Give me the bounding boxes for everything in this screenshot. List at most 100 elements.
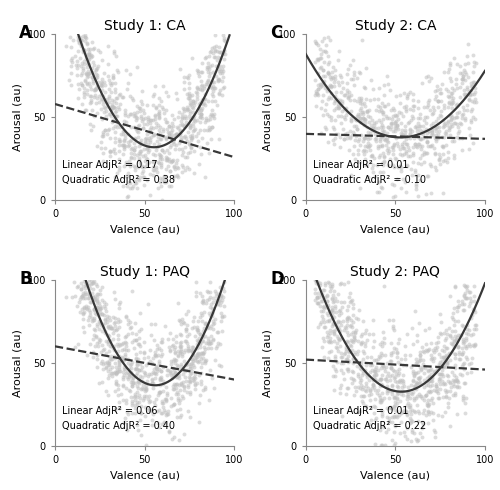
Point [334,318,342,326]
Point [112,52,120,60]
Point [104,331,112,339]
Point [111,79,119,87]
Point [354,135,362,143]
Point [393,378,401,386]
Point [85,313,93,321]
Point [98,341,106,349]
Point [106,147,114,155]
Point [376,391,384,399]
Point [128,401,136,409]
Point [94,46,102,53]
Point [148,376,156,384]
Point [162,118,170,126]
Point [432,137,440,145]
Point [400,361,407,369]
Point [438,157,446,165]
Point [122,415,130,422]
Point [153,362,161,369]
Point [429,357,437,365]
Point [182,118,190,126]
Point [204,76,212,84]
Point [197,150,205,158]
Point [149,157,157,165]
Point [467,359,475,367]
Point [209,88,217,96]
Point [466,86,474,94]
Point [358,108,366,116]
Point [344,337,351,345]
Point [340,350,347,358]
Point [360,355,368,363]
Point [88,279,96,287]
Point [109,147,117,155]
Title: Study 2: PAQ: Study 2: PAQ [350,265,440,279]
Point [220,47,228,54]
Point [442,85,450,93]
Point [328,314,336,322]
Point [153,365,161,373]
Point [108,105,116,113]
Point [368,366,376,373]
Point [371,130,379,138]
Point [464,355,471,363]
Point [184,383,192,391]
Point [82,279,90,287]
Point [168,126,176,134]
Point [408,165,416,173]
Point [120,144,128,151]
Point [419,420,427,428]
Point [82,80,90,88]
Point [121,350,129,358]
Point [152,104,160,112]
Point [198,81,205,89]
Point [336,306,344,314]
Point [434,97,442,104]
Point [370,121,378,129]
Point [369,380,377,388]
Point [91,326,99,334]
Point [132,125,140,133]
Point [219,62,227,70]
Point [158,363,166,370]
Point [202,356,210,364]
Point [456,383,464,391]
Point [331,75,339,83]
Point [218,327,226,335]
Point [432,133,440,141]
Point [153,342,161,349]
Point [362,143,370,150]
Point [416,375,424,383]
Point [459,306,467,314]
Point [384,123,392,131]
Point [414,140,422,148]
Point [114,66,122,74]
Point [170,163,178,171]
Point [138,100,146,108]
Point [152,165,160,173]
Point [438,357,446,365]
Point [402,188,409,196]
Point [460,106,468,114]
Point [442,336,450,344]
Point [90,86,98,94]
Point [124,85,132,93]
Point [350,122,358,130]
Point [112,295,120,303]
Point [332,358,340,366]
Point [132,360,140,368]
Point [462,334,469,342]
Point [186,101,194,109]
Point [164,131,172,139]
Point [118,341,126,348]
Point [128,358,136,366]
Point [407,117,415,124]
Point [172,141,180,149]
Point [394,358,402,366]
Point [320,59,328,67]
Point [436,362,444,369]
Point [366,118,374,125]
Point [94,142,102,150]
Point [99,97,107,105]
Point [114,343,122,350]
Point [210,78,218,86]
